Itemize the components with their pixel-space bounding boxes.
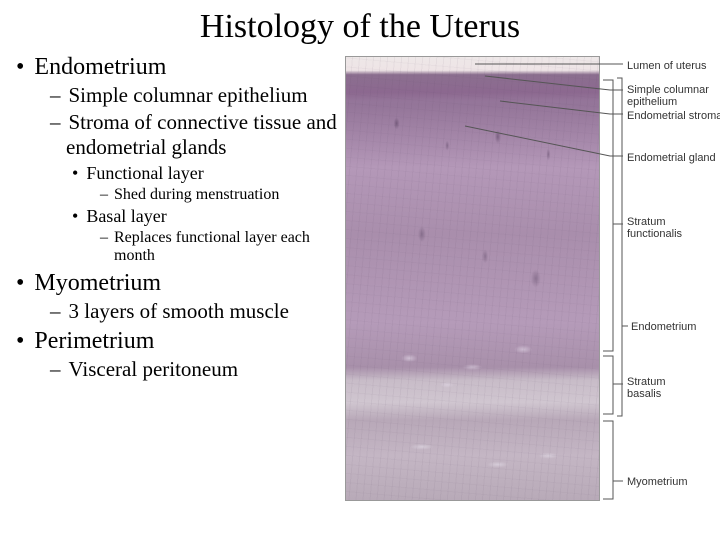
label-myometrium: Myometrium <box>627 476 688 488</box>
bullet-perimetrium: Perimetrium <box>10 328 345 355</box>
label-stroma: Endometrial stroma <box>627 110 720 122</box>
label-endometrium: Endometrium <box>631 321 696 333</box>
label-sce: Simple columnarepithelium <box>627 84 709 108</box>
label-gland: Endometrial gland <box>627 152 716 164</box>
bullet-basal: Basal layer <box>72 206 345 227</box>
bullet-visceral: Visceral peritoneum <box>50 357 345 382</box>
outline-column: Endometrium Simple columnar epithelium S… <box>0 50 345 382</box>
bullet-replaces: Replaces functional layer each month <box>100 229 345 266</box>
bullet-stroma: Stroma of connective tissue and endometr… <box>50 110 345 160</box>
bullet-functional: Functional layer <box>72 163 345 184</box>
bullet-shed: Shed during menstruation <box>100 186 345 204</box>
label-functionalis: Stratumfunctionalis <box>627 216 682 240</box>
bullet-endometrium: Endometrium <box>10 54 345 81</box>
content-row: Endometrium Simple columnar epithelium S… <box>0 50 720 382</box>
label-basalis: Stratumbasalis <box>627 376 666 400</box>
bullet-myometrium: Myometrium <box>10 270 345 297</box>
bullet-sce: Simple columnar epithelium <box>50 83 345 108</box>
bullet-muscle: 3 layers of smooth muscle <box>50 299 345 324</box>
figure-column: Lumen of uterus Simple columnarepitheliu… <box>345 56 715 382</box>
histology-micrograph <box>345 56 600 501</box>
label-lumen: Lumen of uterus <box>627 60 707 72</box>
slide-title: Histology of the Uterus <box>0 0 720 50</box>
